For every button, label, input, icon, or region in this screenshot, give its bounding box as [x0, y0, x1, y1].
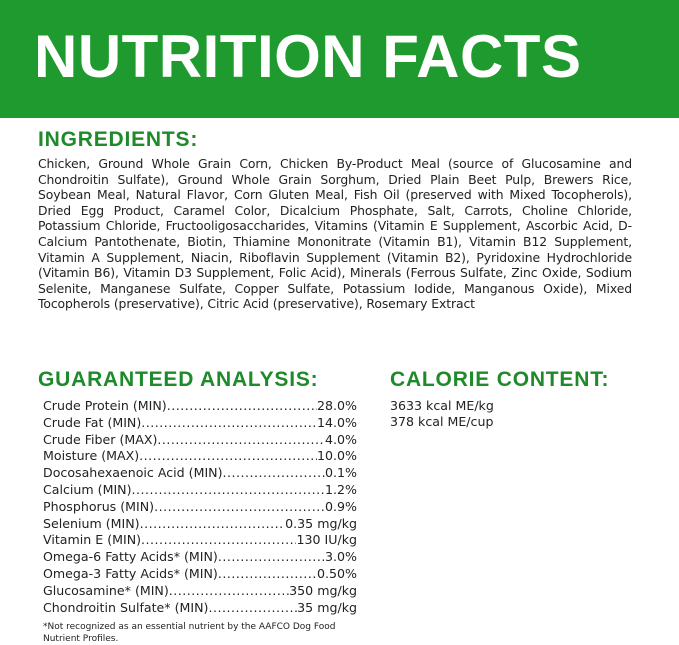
analysis-table: Crude Protein (MIN) 28.0%Crude Fat (MIN)… [43, 398, 357, 616]
page-title: NUTRITION FACTS [34, 23, 582, 90]
dot-leader [140, 516, 286, 533]
analysis-value: 0.9% [325, 498, 357, 514]
calorie-content: 3633 kcal ME/kg 378 kcal ME/cup [390, 398, 494, 430]
analysis-heading: GUARANTEED ANALYSIS: [38, 368, 319, 391]
analysis-label: Docosahexaenoic Acid (MIN) [43, 465, 223, 481]
ingredients-heading: INGREDIENTS: [38, 128, 199, 151]
analysis-row: Omega-6 Fatty Acids* (MIN) 3.0% [43, 549, 357, 566]
dot-leader [218, 549, 325, 566]
analysis-label: Crude Fiber (MAX) [43, 431, 158, 447]
analysis-label: Phosphorus (MIN) [43, 498, 155, 514]
analysis-value: 28.0% [316, 398, 357, 413]
analysis-label: Glucosamine* (MIN) [43, 582, 169, 598]
analysis-label: Moisture (MAX) [43, 448, 140, 464]
analysis-row: Docosahexaenoic Acid (MIN) 0.1% [43, 465, 357, 482]
analysis-label: Vitamin E (MIN) [43, 532, 142, 548]
analysis-row: Moisture (MAX) 10.0% [43, 448, 357, 465]
analysis-value: 35 mg/kg [297, 599, 357, 615]
analysis-value: 10.0% [316, 448, 357, 464]
ingredients-text: Chicken, Ground Whole Grain Corn, Chicke… [38, 156, 632, 312]
analysis-value: 350 mg/kg [289, 582, 357, 598]
analysis-value: 0.50% [316, 565, 357, 581]
analysis-value: 0.35 mg/kg [285, 515, 357, 531]
analysis-row: Calcium (MIN) 1.2% [43, 482, 357, 499]
analysis-label: Selenium (MIN) [43, 515, 140, 531]
analysis-label: Chondroitin Sulfate* (MIN) [43, 599, 209, 615]
analysis-row: Chondroitin Sulfate* (MIN) 35 mg/kg [43, 600, 357, 617]
dot-leader [218, 566, 317, 583]
analysis-value: 0.1% [325, 465, 357, 481]
header-banner: NUTRITION FACTS [0, 0, 679, 118]
dot-leader [223, 465, 326, 482]
dot-leader [139, 448, 317, 465]
dot-leader [157, 432, 325, 449]
calorie-per-kg: 3633 kcal ME/kg [390, 398, 494, 413]
analysis-value: 1.2% [325, 481, 357, 497]
dot-leader [141, 415, 317, 432]
dot-leader [132, 482, 325, 499]
analysis-row: Crude Fat (MIN) 14.0% [43, 415, 357, 432]
analysis-label: Crude Fat (MIN) [43, 414, 142, 430]
analysis-label: Omega-3 Fatty Acids* (MIN) [43, 565, 218, 581]
analysis-value: 130 IU/kg [296, 532, 357, 548]
analysis-row: Crude Fiber (MAX) 4.0% [43, 432, 357, 449]
analysis-label: Omega-6 Fatty Acids* (MIN) [43, 549, 218, 565]
dot-leader [169, 583, 289, 600]
dot-leader [208, 600, 297, 617]
analysis-value: 3.0% [325, 549, 357, 565]
analysis-value: 4.0% [325, 431, 357, 447]
calorie-heading: CALORIE CONTENT: [390, 368, 610, 391]
footnote: *Not recognized as an essential nutrient… [43, 622, 336, 644]
dot-leader [167, 398, 317, 415]
analysis-row: Crude Protein (MIN) 28.0% [43, 398, 357, 415]
analysis-label: Crude Protein (MIN) [43, 398, 167, 413]
analysis-row: Glucosamine* (MIN) 350 mg/kg [43, 583, 357, 600]
analysis-row: Vitamin E (MIN) 130 IU/kg [43, 532, 357, 549]
calorie-per-cup: 378 kcal ME/cup [390, 414, 494, 429]
analysis-label: Calcium (MIN) [43, 481, 132, 497]
analysis-row: Selenium (MIN) 0.35 mg/kg [43, 516, 357, 533]
analysis-value: 14.0% [316, 414, 357, 430]
dot-leader [154, 499, 325, 516]
dot-leader [141, 532, 296, 549]
analysis-row: Omega-3 Fatty Acids* (MIN) 0.50% [43, 566, 357, 583]
analysis-row: Phosphorus (MIN) 0.9% [43, 499, 357, 516]
